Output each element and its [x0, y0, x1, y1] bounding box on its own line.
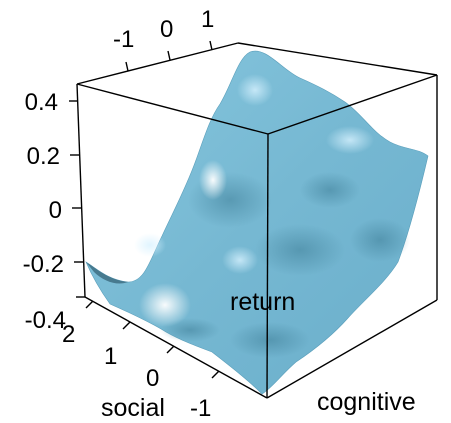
y-tick-label: 2 [62, 321, 75, 348]
box-back-edges [76, 42, 438, 298]
z-tick-label: -0.4 [25, 307, 66, 334]
x-tick-label: 1 [201, 6, 214, 33]
z-tick-label: 0.2 [27, 143, 60, 170]
surface-highlight [326, 126, 374, 154]
box-front-edges [76, 74, 438, 399]
surface-highlight [199, 160, 227, 200]
x-tick-label: -1 [113, 26, 134, 53]
surface-shade [300, 172, 360, 208]
y-tick-label: 1 [104, 343, 117, 370]
surface-highlight [222, 246, 258, 274]
z-tick-label: 0 [49, 197, 62, 224]
y-tick-label: -1 [190, 395, 211, 422]
y-tick-label: 0 [146, 365, 159, 392]
ticks [69, 40, 220, 379]
x-axis-label: cognitive [317, 388, 416, 416]
surface-highlight [134, 233, 166, 257]
surface-shade [350, 218, 410, 262]
z-tick-label: -0.2 [23, 251, 64, 278]
surface-underside [86, 262, 128, 284]
z-tick-label: 0.4 [25, 89, 58, 116]
surface [85, 50, 429, 395]
surface-highlight [237, 74, 273, 106]
surface-highlight [139, 283, 191, 327]
z-axis-label: return [230, 288, 295, 316]
y-axis-label: social [101, 394, 165, 422]
surface-shade [230, 322, 310, 358]
surface-shade [255, 224, 345, 276]
x-tick-label: 0 [160, 16, 173, 43]
